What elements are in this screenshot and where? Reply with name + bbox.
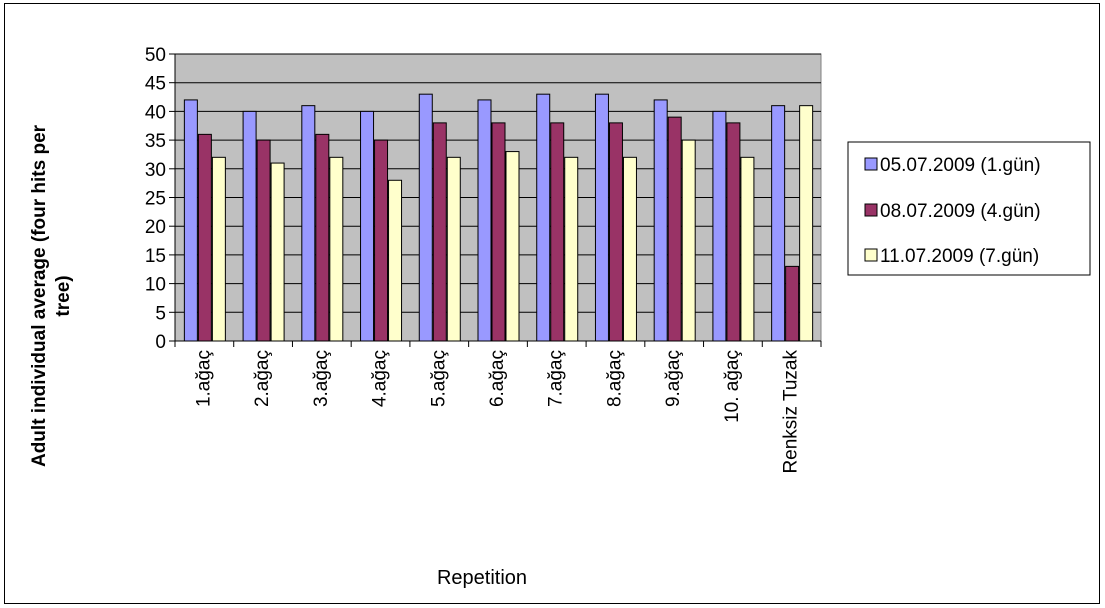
bar-series-1 [654,100,667,341]
legend-label: 05.07.2009 (1.gün) [880,155,1041,176]
bar-series-1 [361,111,374,341]
x-axis-title: Repetition [437,567,527,589]
y-tick-label: 0 [155,332,166,353]
bar-series-1 [184,100,197,341]
y-tick-labels: 0 5 10 15 20 25 30 35 40 45 50 [145,45,166,353]
bar-series-1 [243,111,256,341]
bar-series-2 [668,117,681,341]
y-tick-label: 40 [145,102,166,123]
bar-series-3 [212,157,225,341]
bar-series-3 [330,157,343,341]
bar-series-3 [800,106,813,341]
y-tick-label: 15 [145,246,166,267]
bar-series-1 [302,106,315,341]
bar-series-2 [551,123,564,341]
x-tick-label: 7.ağaç [546,350,567,407]
legend-swatch [865,204,877,216]
x-tick-label: Renksiz Tuzak [781,350,802,474]
bar-series-1 [772,106,785,341]
y-tick-label: 35 [145,131,166,152]
x-tick-label: 3.ağaç [311,350,332,407]
bar-series-1 [478,100,491,341]
x-tick-label: 8.ağaç [604,350,625,407]
bar-series-2 [433,123,446,341]
bar-series-2 [257,140,270,341]
x-tick-label: 1.ağaç [193,350,214,407]
x-tick-label: 5.ağaç [428,350,449,407]
bar-series-1 [595,94,608,341]
legend-swatch [865,249,877,261]
bar-series-2 [609,123,622,341]
legend-swatch [865,158,877,170]
y-tick-label: 25 [145,189,166,210]
legend: 05.07.2009 (1.gün) 08.07.2009 (4.gün) 11.0… [848,142,1090,275]
y-axis-title: Adult individual average (four hits per t… [29,124,74,467]
bar-series-2 [375,140,388,341]
y-tick-label: 5 [155,303,166,324]
bar-series-3 [389,180,402,341]
y-tick-label: 10 [145,275,166,296]
bar-series-2 [727,123,740,341]
legend-label: 08.07.2009 (4.gün) [880,201,1041,222]
bar-series-2 [786,266,799,341]
y-axis-title-line: tree) [53,275,74,316]
x-tick-label: 10. ağaç [722,350,743,423]
y-tick-label: 45 [145,74,166,95]
bar-series-1 [537,94,550,341]
bar-series-2 [316,134,329,341]
bar-series-1 [713,111,726,341]
y-tick-label: 20 [145,217,166,238]
legend-label: 11.07.2009 (7.gün) [880,246,1039,267]
y-tick-label: 30 [145,160,166,181]
bar-series-3 [741,157,754,341]
x-tick-label: 6.ağaç [487,350,508,407]
y-axis-title-line: Adult individual average (four hits per [29,124,50,467]
bar-series-3 [447,157,460,341]
bar-series-3 [623,157,636,341]
x-tick-label: 9.ağaç [663,350,684,407]
bar-series-3 [682,140,695,341]
bar-series-2 [198,134,211,341]
x-tick-labels: 1.ağaç 2.ağaç 3.ağaç 4.ağaç 5.ağaç 6.ağaç 7.ağ… [193,350,801,474]
bar-series-2 [492,123,505,341]
bar-series-3 [271,163,284,341]
x-tick-label: 2.ağaç [252,350,273,407]
y-tick-label: 50 [145,45,166,66]
x-tick-label: 4.ağaç [370,350,391,407]
bar-series-3 [506,152,519,341]
bar-series-1 [419,94,432,341]
bar-series-3 [565,157,578,341]
